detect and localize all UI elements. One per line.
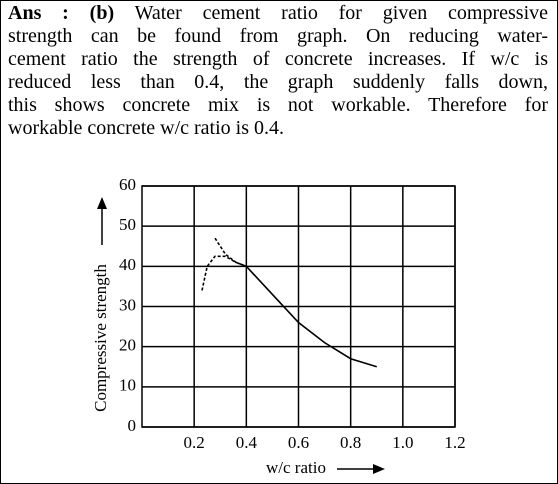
y-tick-label: 10 xyxy=(119,376,136,395)
answer-line: cement ratio the strength of concrete in… xyxy=(8,48,548,70)
answer-line: reduced less than 0.4, the graph suddenl… xyxy=(8,71,548,93)
y-tick-label: 0 xyxy=(128,416,137,435)
x-axis-arrowhead xyxy=(373,464,385,474)
data-line xyxy=(214,237,247,268)
y-tick-label: 50 xyxy=(119,215,136,234)
answer-line: workable concrete w/c ratio is 0.4. xyxy=(8,117,285,139)
answer-line-text: Water cement ratio for given compressive xyxy=(134,2,548,24)
y-tick-label: 60 xyxy=(119,175,136,194)
x-tick-label: 0.2 xyxy=(184,433,205,452)
data-line xyxy=(245,265,377,368)
answer-text: Ans : (b) Water cement ratio for given c… xyxy=(8,2,548,140)
y-tick-label: 40 xyxy=(119,255,136,274)
y-axis-label: Compressive strength xyxy=(91,264,110,412)
answer-line: strength can be found from graph. On red… xyxy=(8,25,548,47)
x-tick-label: 0.8 xyxy=(340,433,361,452)
x-tick-label: 0.4 xyxy=(236,433,258,452)
y-axis-arrowhead xyxy=(97,197,107,209)
x-tick-label: 1.0 xyxy=(392,433,413,452)
answer-line: this shows concrete mix is not workable.… xyxy=(8,94,548,116)
y-tick-label: 30 xyxy=(119,295,136,314)
x-axis-label: w/c ratio xyxy=(266,458,326,477)
data-line xyxy=(201,255,247,291)
y-tick-label: 20 xyxy=(119,336,136,355)
answer-option: (b) xyxy=(89,2,115,24)
answer-line: Ans : (b) Water cement ratio for given c… xyxy=(8,2,548,25)
x-tick-label: 0.6 xyxy=(288,433,309,452)
x-tick-label: 1.2 xyxy=(444,433,465,452)
answer-label: Ans : xyxy=(8,2,69,24)
